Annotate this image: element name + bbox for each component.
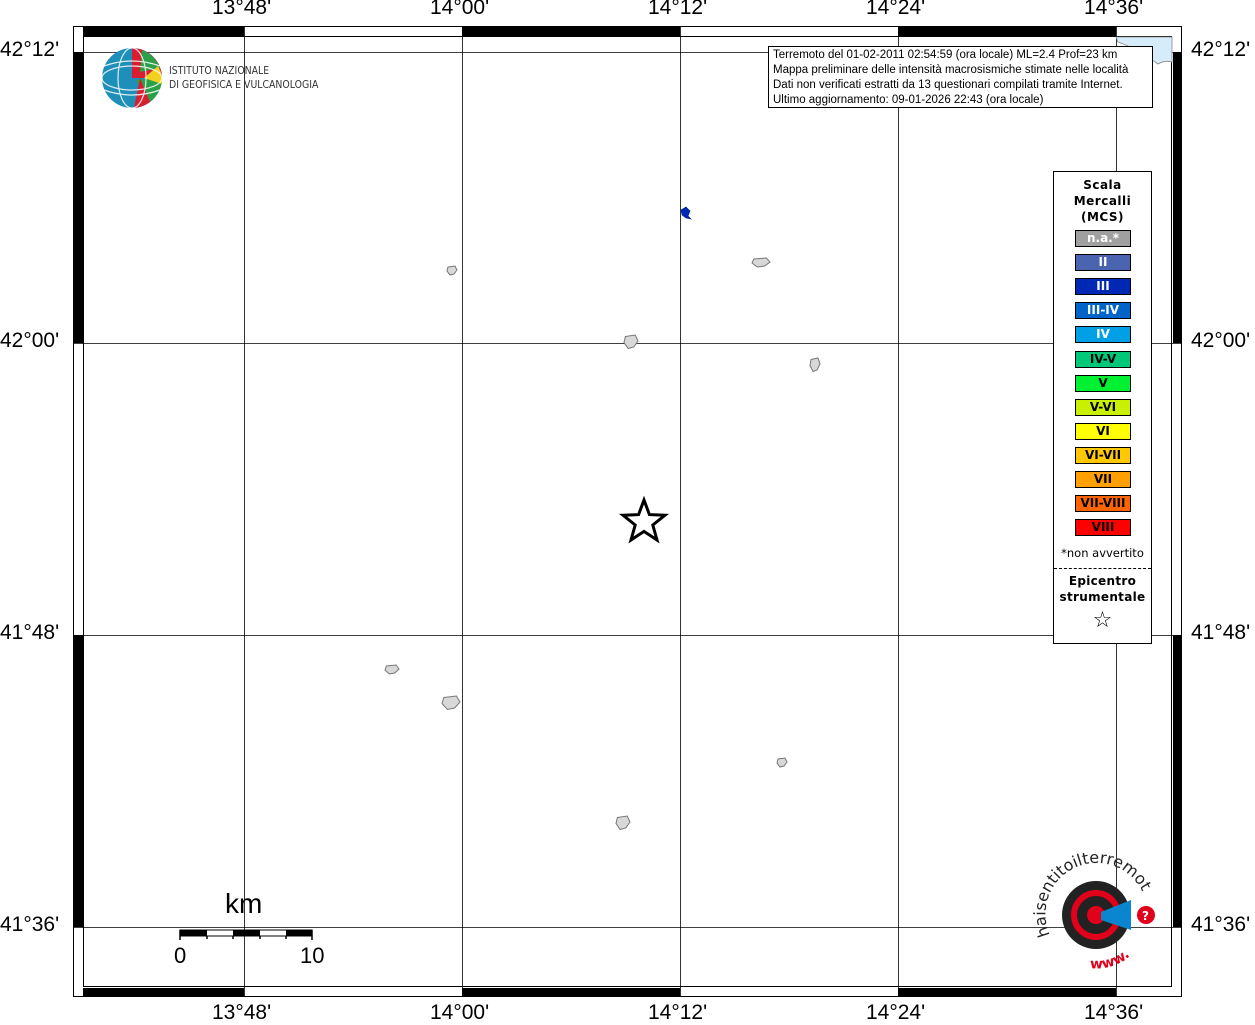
legend-swatch: VII (1075, 471, 1131, 488)
event-info-line: Dati non verificati estratti da 13 quest… (773, 79, 1123, 91)
frame-segment (898, 988, 1116, 997)
lat-label-left: 42°00' (0, 329, 60, 352)
municipality-outline (809, 357, 821, 373)
scale-unit: km (225, 888, 263, 919)
map-frame (73, 26, 1182, 997)
frame-segment (1173, 635, 1182, 927)
frame-segment (74, 52, 83, 343)
legend-swatch: V-VI (1075, 398, 1131, 416)
legend-swatch: VIII (1075, 519, 1131, 537)
lon-label-bottom: 14°36' (1084, 1001, 1144, 1024)
lon-label-bottom: 14°24' (866, 1001, 926, 1024)
lat-label-left: 42°12' (0, 38, 60, 61)
epicenter-label-line: Epicentro (1068, 574, 1137, 588)
lon-label-top: 14°12' (648, 0, 708, 19)
lat-label-left: 41°48' (0, 621, 60, 644)
municipality-outline (384, 664, 400, 675)
scale-start: 0 (174, 943, 187, 968)
legend-swatch: VII-VIII (1075, 495, 1131, 513)
svg-text:?: ? (1142, 909, 1149, 923)
legend-title-line: Scala (1083, 178, 1122, 192)
legend-swatch: n.a.* (1075, 230, 1131, 247)
lon-label-bottom: 14°12' (648, 1001, 708, 1024)
frame-segment (83, 27, 244, 36)
municipality-outline (615, 815, 631, 831)
mcs-legend: Scala Mercalli (MCS) n.a.* II III III-IV IV I… (1053, 171, 1152, 644)
frame-segment (74, 635, 83, 927)
legend-title-line: Mercalli (1073, 194, 1132, 208)
event-info-line: Mappa preliminare delle intensità macros… (773, 64, 1129, 76)
frame-segment (898, 27, 1116, 36)
municipality-outline (776, 757, 788, 768)
frame-segment (462, 27, 680, 36)
legend-epicenter-label: Epicentro strumentale (1054, 573, 1151, 605)
municipality-outline (446, 265, 458, 276)
ingv-logo-globe-icon (101, 47, 163, 109)
lat-label-right: 42°00' (1191, 329, 1251, 352)
frame-segment (83, 988, 244, 997)
event-info-line: Ultimo aggiornamento: 09-01-2026 22:43 (… (773, 94, 1044, 106)
municipality-outline (751, 257, 771, 268)
lon-label-top: 14°36' (1084, 0, 1144, 19)
legend-note: *non avvertito (1061, 546, 1144, 560)
municipality-outline (441, 695, 461, 711)
legend-swatch: VI (1075, 422, 1131, 440)
legend-swatch: IV-V (1075, 350, 1131, 368)
frame-segment (462, 988, 680, 997)
legend-swatch: V (1075, 374, 1131, 392)
felt-locality-iii (680, 206, 692, 220)
lat-label-right: 41°36' (1191, 913, 1251, 936)
lat-label-right: 42°12' (1191, 38, 1251, 61)
frame-segment (1173, 52, 1182, 343)
ingv-line2: DI GEOFISICA E VULCANOLOGIA (169, 78, 319, 91)
lon-label-top: 14°00' (430, 0, 490, 19)
event-info-line: Terremoto del 01-02-2011 02:54:59 (ora l… (773, 49, 1118, 61)
lat-label-left: 41°36' (0, 913, 60, 936)
event-info-box: Terremoto del 01-02-2011 02:54:59 (ora l… (768, 46, 1153, 108)
ingv-logo-text: ISTITUTO NAZIONALE DI GEOFISICA E VULCAN… (169, 64, 318, 92)
ingv-line1: ISTITUTO NAZIONALE (169, 64, 270, 77)
legend-swatch: VI-VII (1075, 446, 1131, 464)
epicenter-label-line: strumentale (1059, 590, 1146, 604)
lat-label-right: 41°48' (1191, 621, 1251, 644)
scale-bar (179, 929, 313, 940)
lon-label-bottom: 14°00' (430, 1001, 490, 1024)
legend-swatch: III (1075, 278, 1131, 296)
epicenter-star-icon (618, 495, 670, 544)
legend-swatch: III-IV (1075, 302, 1131, 320)
municipality-outlines (384, 257, 821, 831)
lon-label-top: 13°48' (212, 0, 272, 19)
legend-title-line: (MCS) (1080, 210, 1125, 224)
scale-end: 10 (300, 943, 325, 968)
municipality-outline (623, 334, 639, 350)
legend-swatch: II (1075, 254, 1131, 272)
lon-label-top: 14°24' (866, 0, 926, 19)
legend-swatch: IV (1075, 326, 1131, 344)
legend-divider (1054, 568, 1151, 569)
legend-star-icon: ☆ (1092, 608, 1113, 633)
legend-title: Scala Mercalli (MCS) (1054, 177, 1151, 225)
lon-label-bottom: 13°48' (212, 1001, 272, 1024)
